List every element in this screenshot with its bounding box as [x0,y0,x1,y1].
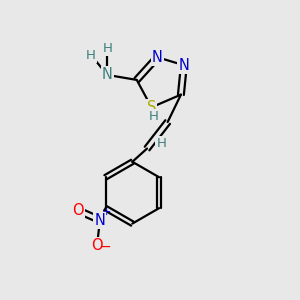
Text: H: H [156,137,166,150]
Text: N: N [102,68,113,82]
Text: N: N [152,50,163,65]
Text: H: H [86,49,96,62]
Text: H: H [148,110,158,123]
Text: N: N [94,213,105,228]
Text: H: H [102,42,112,55]
Text: O: O [91,238,103,253]
Text: S: S [147,100,156,115]
Text: +: + [102,207,111,217]
Text: N: N [178,58,189,73]
Text: −: − [99,240,111,254]
Text: O: O [72,203,84,218]
